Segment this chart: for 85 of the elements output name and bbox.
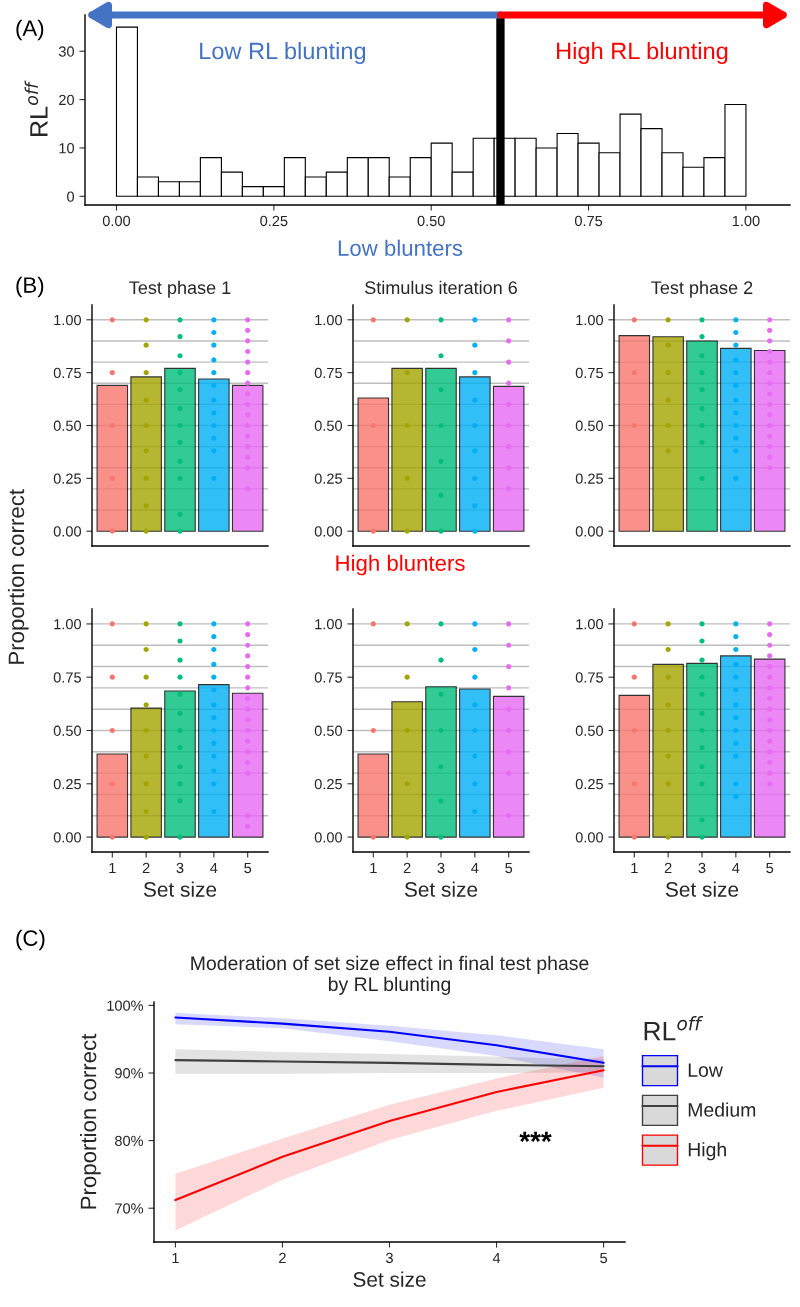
x-tick-label: 0.00 — [102, 215, 131, 227]
legend-label: Low — [688, 1063, 723, 1077]
y-tick-label: 0.00 — [314, 832, 343, 843]
x-tick-label: 3 — [386, 1252, 393, 1264]
annotation: Low RL blunting — [200, 42, 366, 65]
y-tick-label: 0.00 — [575, 832, 604, 843]
y-tick-label: 0.25 — [53, 473, 81, 484]
y-tick-label: 1.00 — [315, 314, 343, 326]
text: Low blunters — [338, 239, 463, 256]
annotation: *** — [519, 1131, 552, 1143]
y-tick-label: 0.00 — [53, 526, 82, 537]
y-tick-label: 0.25 — [53, 778, 81, 790]
y-tick-label: 0.50 — [53, 725, 82, 736]
y-axis-title: Proportion correct — [7, 489, 29, 664]
y-tick-label: 0.50 — [53, 420, 82, 431]
y-tick-label: 1.00 — [54, 619, 82, 630]
y-tick-label: 0.75 — [575, 672, 603, 683]
text: (C) — [16, 929, 45, 951]
x-tick-label: 0.25 — [260, 215, 288, 227]
y-tick-label: 0.00 — [575, 526, 604, 537]
chart-title: Test phase 1 — [129, 280, 231, 298]
text: High blunters — [336, 554, 465, 576]
y-tick-label: 0.25 — [575, 778, 603, 790]
annotation: High RL blunting — [557, 42, 728, 65]
x-tick-label: 3 — [176, 862, 184, 874]
x-tick-label: 0.50 — [417, 215, 445, 227]
y-tick-label: 1.00 — [576, 619, 604, 630]
x-tick-label: 5 — [600, 1252, 608, 1264]
y-tick-label: 90% — [115, 1068, 144, 1079]
chart-title: Moderation of set size effect in final test phase by RL blunting — [191, 955, 589, 995]
x-tick-label: 1 — [631, 862, 638, 873]
x-axis-title: Set size — [404, 881, 478, 897]
legend-label: Medium — [688, 1102, 756, 1117]
chart-title: Test phase 2 — [651, 280, 753, 298]
x-tick-label: 5 — [766, 862, 774, 874]
y-tick-label: 0.00 — [314, 526, 343, 537]
y-tick-label: 0.75 — [53, 367, 81, 379]
y-tick-label: 0.75 — [314, 672, 342, 683]
y-tick-label: 0.75 — [575, 367, 603, 379]
y-axis-title: Proportion correct — [80, 1033, 101, 1209]
y-tick-label: 30 — [58, 46, 75, 57]
legend-label: High — [688, 1142, 726, 1161]
y-tick-label: 0.25 — [575, 473, 603, 484]
x-tick-label: 5 — [244, 862, 252, 874]
y-tick-label: 70% — [115, 1203, 144, 1214]
y-tick-label: 0.50 — [314, 725, 343, 736]
y-tick-label: 10 — [59, 143, 75, 154]
x-axis-title: Set size — [353, 1271, 426, 1287]
y-tick-label: 1.00 — [315, 619, 343, 630]
x-tick-label: 3 — [698, 862, 706, 874]
x-tick-label: 4 — [732, 862, 740, 873]
y-tick-label: 0.50 — [575, 420, 604, 431]
x-tick-label: 2 — [142, 862, 150, 873]
y-tick-label: 20 — [59, 94, 75, 106]
x-tick-label: 4 — [210, 862, 218, 873]
x-tick-label: 1 — [172, 1252, 179, 1263]
x-tick-label: 2 — [279, 1252, 286, 1263]
y-tick-label: 1.00 — [576, 314, 604, 326]
y-tick-label: 0.25 — [314, 778, 342, 790]
y-tick-label: 0 — [67, 191, 75, 202]
y-tick-label: 0.50 — [575, 725, 604, 736]
x-tick-label: 1.00 — [732, 215, 760, 227]
x-tick-label: 2 — [664, 862, 672, 873]
text: (B) — [16, 276, 44, 298]
y-tick-label: 0.75 — [53, 672, 81, 683]
x-tick-label: 2 — [403, 862, 411, 873]
chart-title: Stimulus iteration 6 — [365, 280, 517, 295]
legend-title: RL$^{off}$ — [644, 1016, 704, 1041]
y-tick-label: 0.25 — [314, 473, 342, 484]
y-tick-label: 100% — [107, 1000, 144, 1011]
y-tick-label: 0.50 — [314, 420, 343, 431]
x-axis-title: Set size — [665, 881, 739, 897]
x-axis-title: Set size — [143, 881, 217, 897]
y-axis-title: RL$^{off}$ — [24, 80, 48, 136]
x-tick-label: 1 — [370, 862, 377, 873]
x-tick-label: 3 — [437, 862, 445, 874]
x-tick-label: 4 — [471, 862, 479, 873]
x-tick-label: 5 — [505, 862, 513, 874]
x-tick-label: 1 — [109, 862, 116, 873]
x-tick-label: 4 — [492, 1252, 501, 1263]
y-tick-label: 80% — [115, 1135, 144, 1147]
y-tick-label: 0.00 — [53, 832, 82, 843]
text: (A) — [16, 19, 44, 41]
y-tick-label: 0.75 — [314, 367, 342, 379]
y-tick-label: 1.00 — [54, 314, 82, 326]
